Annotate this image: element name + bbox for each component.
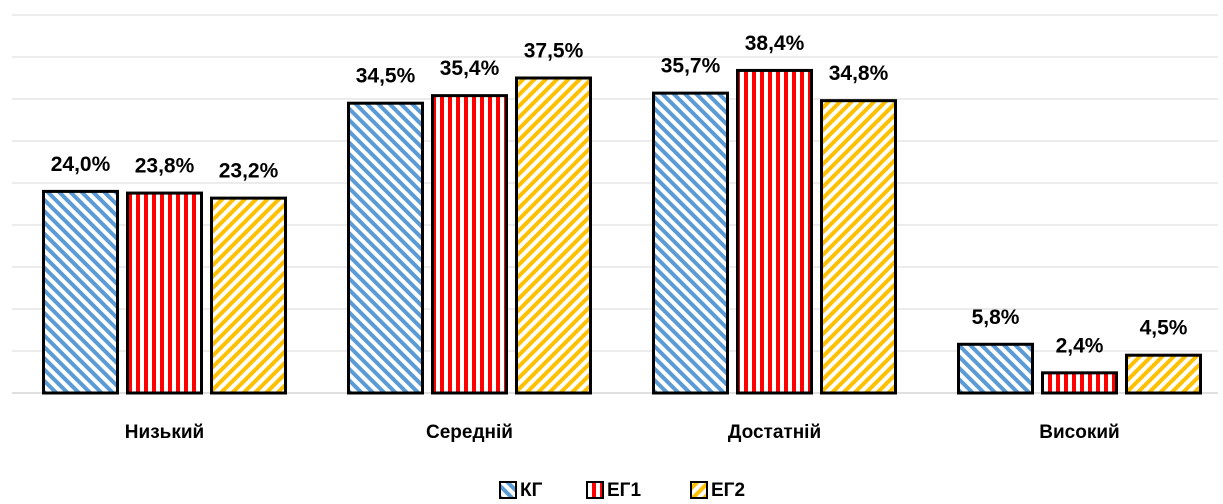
legend-label: ЕГ2 [711, 480, 745, 501]
legend-label: ЕГ1 [607, 480, 641, 501]
legend-item: КГ [499, 480, 543, 501]
x-tick-label: Низький [125, 422, 204, 443]
legend-item: ЕГ1 [586, 480, 641, 501]
data-label: 23,8% [135, 155, 195, 178]
legend-swatch [586, 481, 604, 499]
data-label: 34,8% [829, 62, 889, 85]
data-label: 38,4% [745, 32, 805, 55]
bar [820, 99, 897, 395]
legend-label: КГ [520, 480, 543, 501]
bar [652, 91, 729, 395]
legend-swatch [690, 481, 708, 499]
bar [736, 68, 813, 395]
bar [210, 196, 287, 395]
data-label: 23,2% [219, 160, 279, 183]
data-label: 24,0% [51, 153, 111, 176]
legend-item: ЕГ2 [690, 480, 745, 501]
x-tick-label: Високий [1039, 422, 1119, 443]
legend-swatch [499, 481, 517, 499]
data-label: 5,8% [972, 306, 1020, 329]
x-tick-label: Середній [426, 422, 513, 443]
bar [126, 191, 203, 395]
bar [431, 94, 508, 395]
data-label: 35,4% [440, 57, 500, 80]
bar [515, 76, 592, 395]
bar [957, 342, 1034, 395]
bar [42, 189, 119, 395]
data-label: 35,7% [661, 55, 721, 78]
data-label: 37,5% [524, 40, 584, 63]
x-tick-label: Достатній [728, 422, 821, 443]
bar [1041, 371, 1118, 395]
data-label: 34,5% [356, 65, 416, 88]
data-label: 4,5% [1140, 317, 1188, 340]
bar [347, 101, 424, 395]
data-label: 2,4% [1056, 334, 1104, 357]
bar [1125, 353, 1202, 395]
